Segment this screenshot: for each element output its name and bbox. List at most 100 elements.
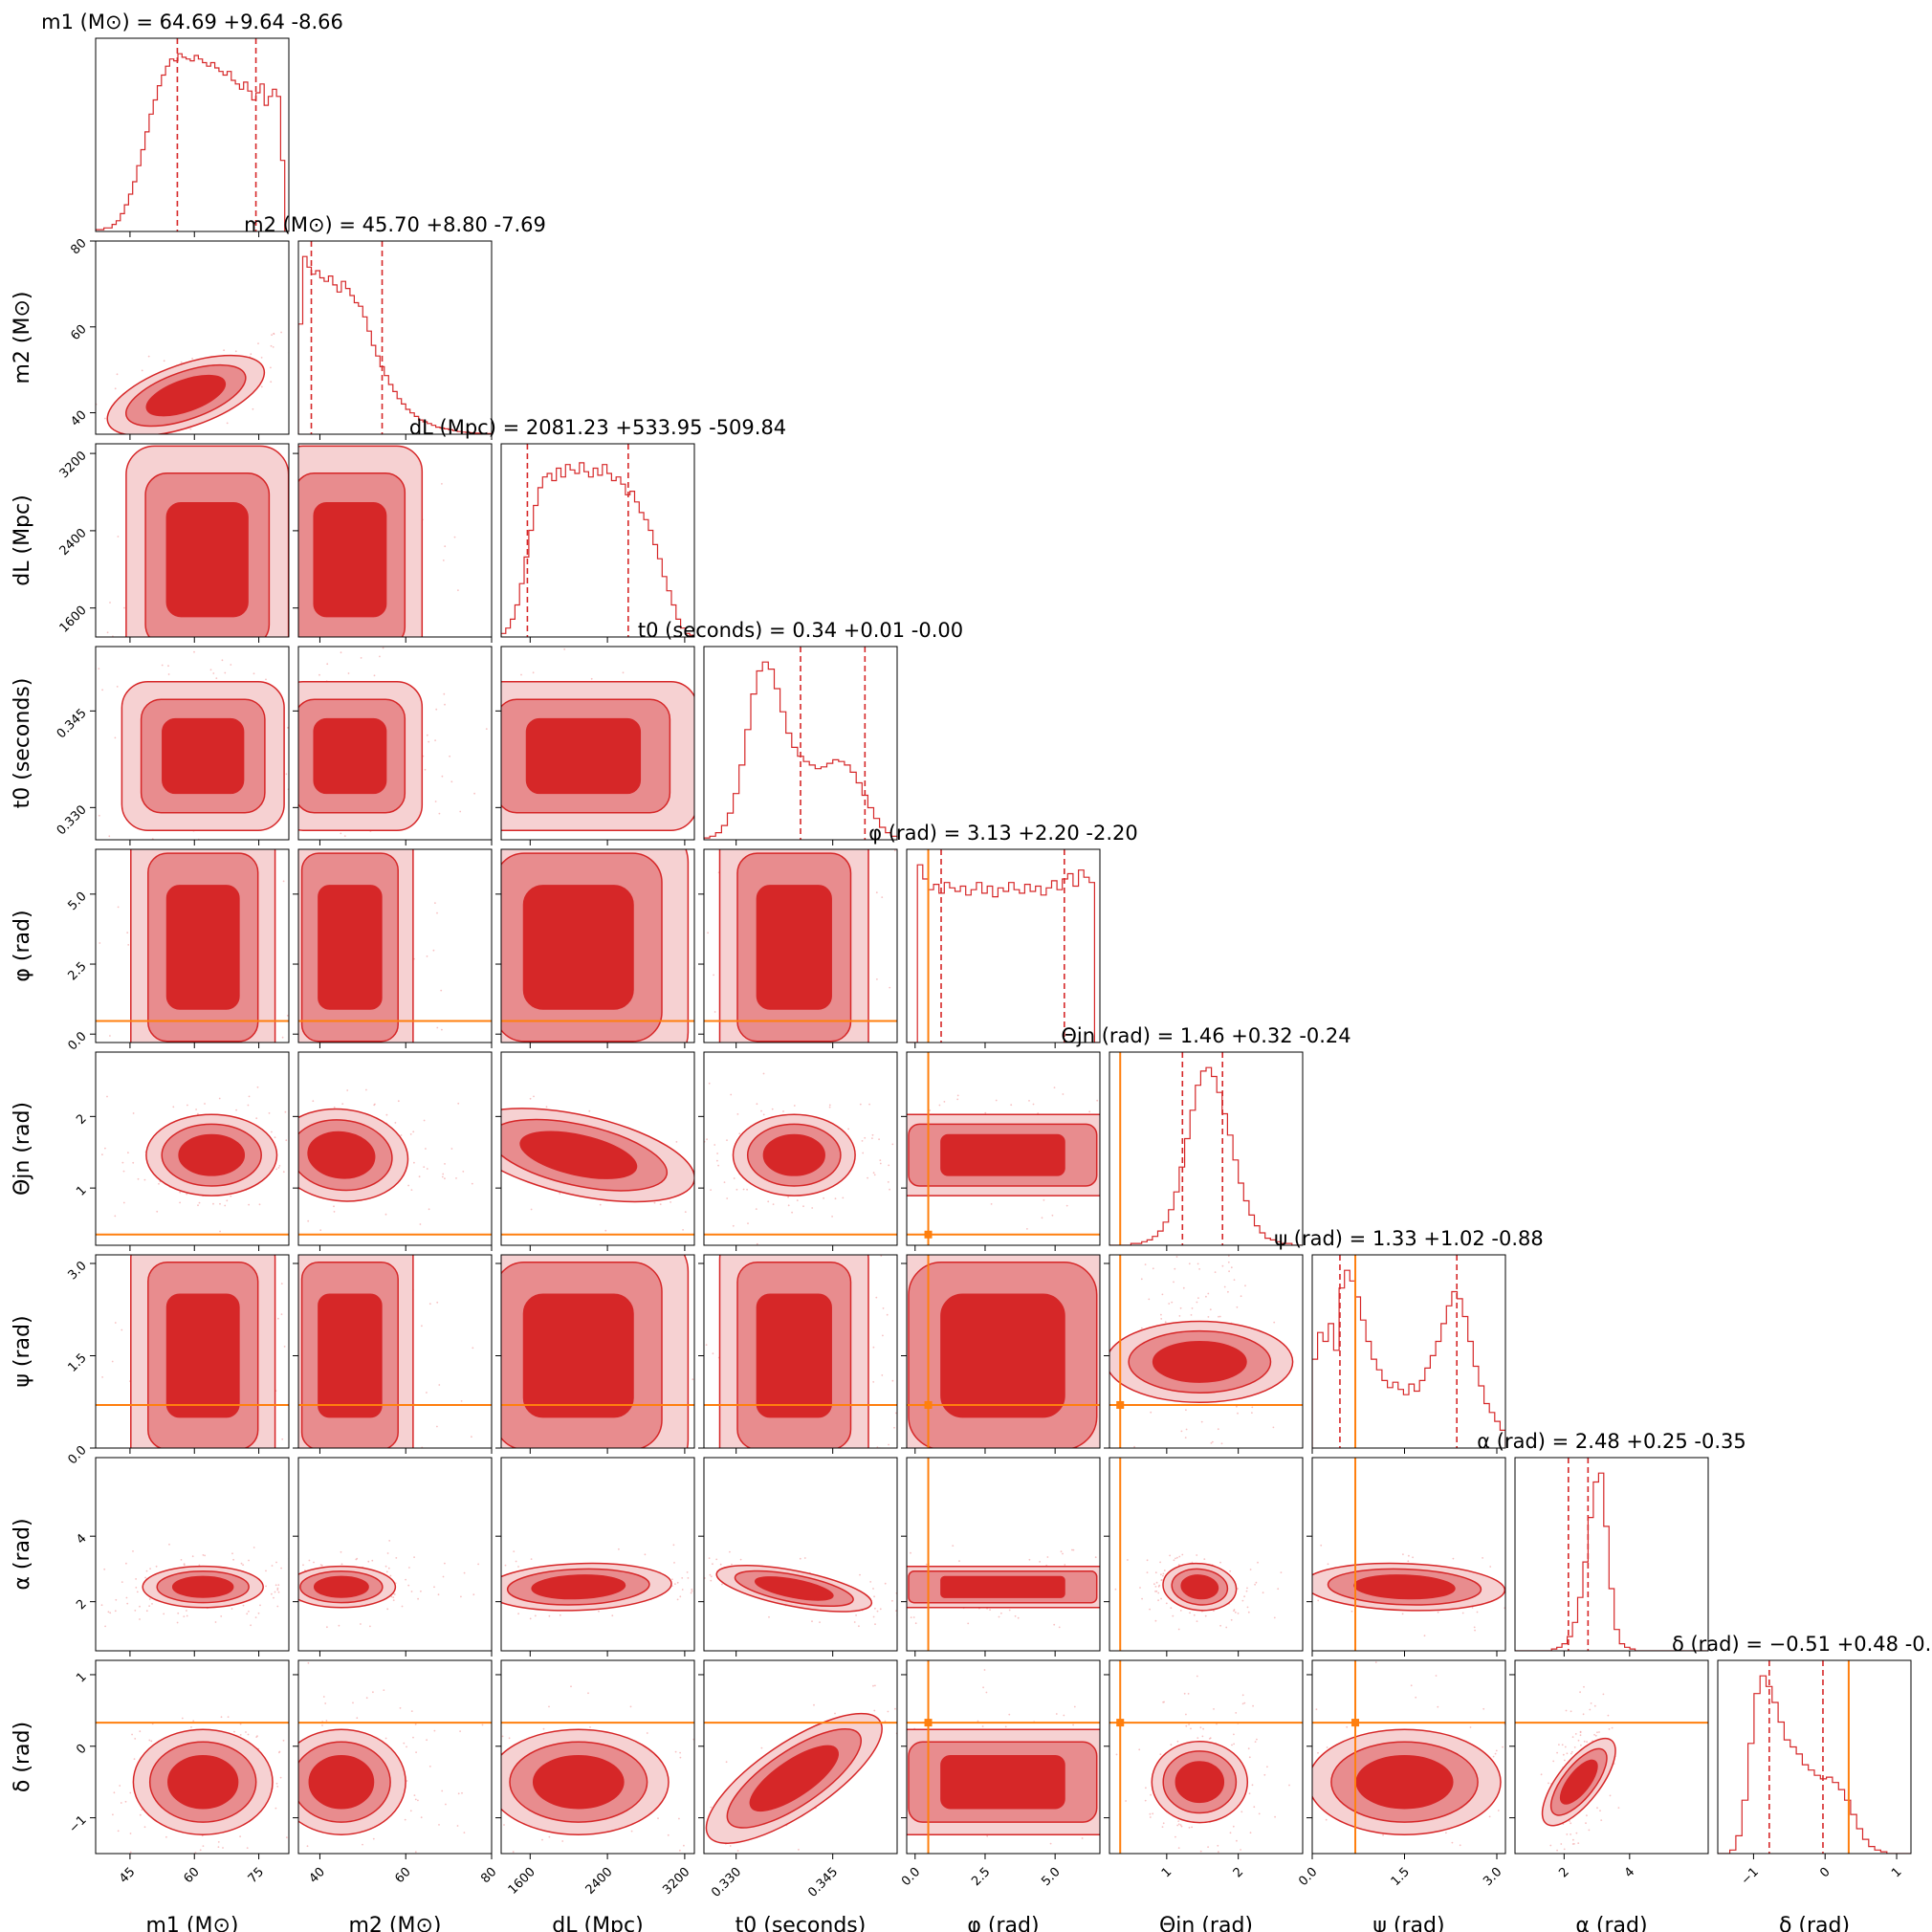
- sample-point: [538, 1194, 539, 1196]
- sample-point: [270, 381, 273, 384]
- sample-point: [708, 1557, 711, 1559]
- sample-point: [561, 1474, 563, 1476]
- sample-point: [233, 1730, 235, 1733]
- sample-point: [212, 1202, 214, 1205]
- sample-point: [699, 1859, 701, 1861]
- sample-point: [400, 1134, 403, 1136]
- sample-point: [1228, 1270, 1230, 1273]
- sample-point: [530, 1558, 533, 1560]
- sample-point: [1178, 1130, 1180, 1131]
- sample-point: [483, 1045, 485, 1047]
- sample-point: [730, 669, 732, 670]
- sample-point: [751, 1867, 753, 1869]
- sample-point: [177, 1612, 180, 1614]
- sample-point: [1327, 1563, 1329, 1566]
- sample-point: [64, 637, 66, 639]
- sample-point: [197, 1204, 199, 1207]
- contour-1sigma: [313, 717, 387, 795]
- panel-frame: [1109, 1457, 1304, 1652]
- sample-point: [285, 704, 287, 706]
- panel-frame: [1311, 1254, 1506, 1449]
- sample-point: [520, 673, 522, 676]
- sample-point: [820, 1573, 822, 1575]
- sample-point: [413, 1794, 416, 1796]
- sample-point: [736, 1850, 739, 1852]
- sample-point: [495, 992, 497, 994]
- sample-point: [443, 692, 446, 695]
- sample-point: [220, 1716, 223, 1719]
- sample-point: [197, 1112, 199, 1115]
- sample-point: [1103, 1570, 1105, 1572]
- sample-point: [1604, 1587, 1606, 1589]
- sample-point: [532, 671, 535, 674]
- sample-point: [705, 1218, 707, 1219]
- sample-point: [657, 845, 659, 847]
- sample-point: [959, 1227, 961, 1229]
- sample-point: [871, 1133, 874, 1136]
- sample-point: [1141, 1201, 1143, 1203]
- sample-point: [714, 1144, 716, 1146]
- sample-point: [463, 1571, 466, 1574]
- sample-point: [54, 909, 55, 911]
- sample-point: [480, 1597, 482, 1599]
- sample-point: [1150, 1492, 1152, 1494]
- sample-point: [255, 1736, 258, 1738]
- sample-point: [457, 1391, 459, 1393]
- sample-point: [1177, 1628, 1180, 1631]
- sample-point: [280, 1857, 282, 1859]
- sample-point: [1017, 1616, 1020, 1619]
- sample-point: [280, 1567, 282, 1570]
- sample-point: [889, 1539, 891, 1541]
- sample-point: [404, 1745, 406, 1746]
- sample-point: [282, 1171, 285, 1174]
- sample-point: [749, 1196, 751, 1197]
- sample-point: [868, 1103, 870, 1106]
- sample-point: [453, 1737, 455, 1739]
- sample-point: [283, 1670, 285, 1672]
- sample-point: [438, 812, 441, 815]
- sample-point: [203, 351, 205, 353]
- panel-content: [54, 650, 289, 911]
- sample-point: [340, 832, 342, 835]
- sample-point: [903, 1610, 905, 1612]
- sample-point: [116, 1225, 118, 1227]
- sample-point: [599, 1203, 602, 1206]
- sample-point: [1054, 1219, 1056, 1221]
- panel-content: [298, 849, 492, 1043]
- sample-point: [399, 1707, 402, 1709]
- sample-point: [201, 1470, 203, 1472]
- sample-point: [434, 801, 437, 802]
- sample-point: [1207, 1472, 1209, 1474]
- sample-point: [525, 1209, 527, 1211]
- sample-point: [267, 1588, 269, 1590]
- sample-point: [426, 734, 428, 736]
- sample-point: [55, 768, 57, 770]
- sample-point: [240, 1562, 243, 1565]
- sample-point: [477, 1253, 479, 1255]
- sample-point: [132, 1161, 135, 1164]
- sample-point: [670, 846, 671, 848]
- sample-point: [725, 1707, 727, 1709]
- sample-point: [158, 1182, 160, 1185]
- panel-content: [1109, 1052, 1303, 1245]
- sample-point: [716, 1442, 718, 1444]
- sample-point: [1171, 1301, 1174, 1304]
- sample-point: [133, 676, 135, 678]
- sample-point: [363, 1881, 365, 1883]
- sample-point: [884, 1581, 886, 1583]
- sample-point: [1350, 1610, 1353, 1613]
- sample-point: [1273, 1616, 1276, 1619]
- sample-point: [468, 633, 470, 635]
- sample-point: [887, 1181, 889, 1183]
- sample-point: [824, 1111, 826, 1113]
- sample-point: [219, 1230, 222, 1233]
- sample-point: [532, 1492, 534, 1494]
- sample-point: [202, 1845, 205, 1847]
- sample-point: [406, 439, 408, 441]
- y-tick-label: 60: [68, 322, 89, 343]
- sample-point: [708, 833, 710, 835]
- sample-point: [324, 1702, 327, 1704]
- sample-point: [261, 1218, 263, 1219]
- sample-point: [98, 668, 100, 670]
